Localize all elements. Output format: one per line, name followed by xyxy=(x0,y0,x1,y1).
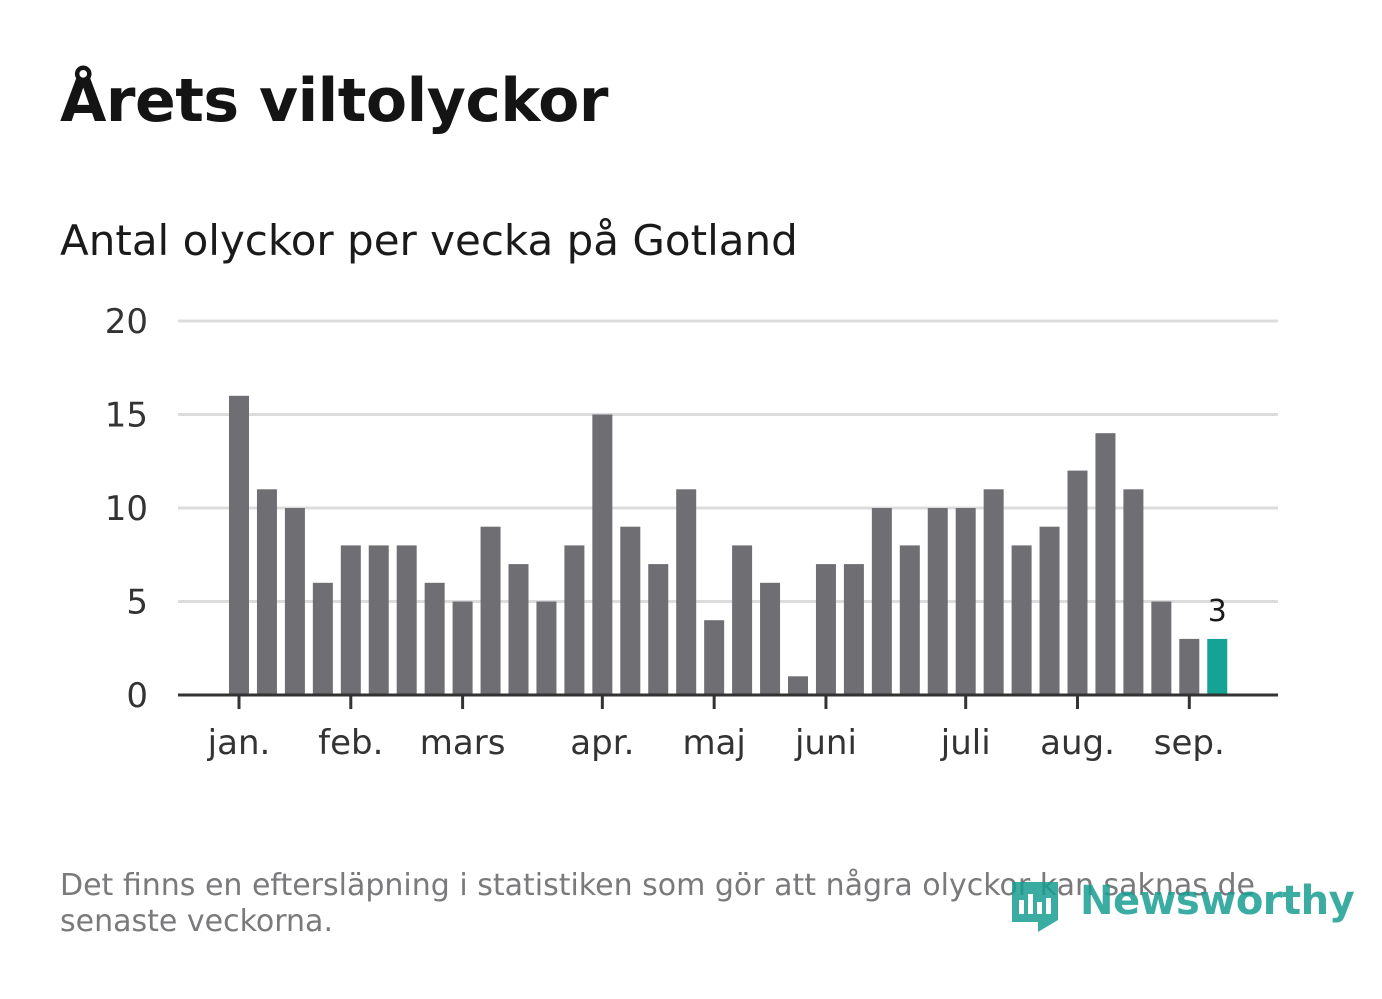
x-axis: jan. feb. mars apr. maj juni juli aug. sep. xyxy=(178,693,1278,763)
bar xyxy=(1039,526,1060,695)
x-tick-label: mars xyxy=(420,723,506,763)
bar xyxy=(508,564,529,695)
x-tick-label: juni xyxy=(794,723,857,763)
x-tick-label: juli xyxy=(940,723,991,763)
bar xyxy=(1067,470,1088,695)
x-tick-label: aug. xyxy=(1040,723,1115,763)
bar xyxy=(1011,545,1032,695)
data-label: 3 xyxy=(1208,594,1227,629)
logo-text: Newsworthy xyxy=(1080,878,1355,924)
x-tick-label: feb. xyxy=(318,723,383,763)
x-tick-label: maj xyxy=(682,723,745,763)
bar xyxy=(648,564,669,695)
bar xyxy=(1123,489,1144,695)
bar xyxy=(927,508,948,695)
x-tick-label: jan. xyxy=(207,723,271,763)
x-tick-label: apr. xyxy=(570,723,634,763)
chart-subtitle: Antal olyckor per vecka på Gotland xyxy=(60,216,798,265)
y-tick-label: 20 xyxy=(105,302,148,342)
bar xyxy=(732,545,753,695)
bars xyxy=(229,395,1228,695)
bar xyxy=(788,676,808,695)
bar xyxy=(620,526,641,695)
bar xyxy=(229,395,249,695)
bar xyxy=(312,582,333,695)
bar xyxy=(256,489,277,695)
y-tick-label: 5 xyxy=(126,583,148,623)
y-axis-ticks: 0 5 10 15 20 xyxy=(105,302,148,716)
bar-highlighted xyxy=(1207,638,1228,695)
bar xyxy=(843,564,864,695)
y-tick-label: 10 xyxy=(105,489,148,529)
bar xyxy=(955,508,976,695)
newsworthy-logo-icon xyxy=(1012,882,1058,932)
bar xyxy=(396,545,417,695)
bar xyxy=(1095,433,1116,695)
bar xyxy=(284,508,305,695)
bar xyxy=(899,545,920,695)
data-labels: 3 xyxy=(1208,594,1227,629)
bar xyxy=(424,582,445,695)
bar xyxy=(983,489,1004,695)
chart-title: Årets viltolyckor xyxy=(60,66,609,136)
bar xyxy=(564,545,585,695)
bar xyxy=(452,601,473,695)
y-tick-label: 15 xyxy=(105,396,148,436)
bar xyxy=(704,620,725,695)
bar xyxy=(536,601,557,695)
y-tick-label: 0 xyxy=(126,676,148,716)
bar xyxy=(340,545,361,695)
bar xyxy=(676,489,697,695)
bar xyxy=(480,526,501,695)
bar xyxy=(760,582,781,695)
bar xyxy=(1151,601,1172,695)
bar-chart: 0 5 10 15 20 jan. feb. mars apr. maj juni juli aug.… xyxy=(105,302,1278,763)
bar xyxy=(871,508,892,695)
newsworthy-logo: Newsworthy xyxy=(1008,872,1355,942)
bar xyxy=(1179,638,1200,695)
bar xyxy=(592,414,613,695)
bar xyxy=(368,545,389,695)
x-tick-label: sep. xyxy=(1154,723,1225,763)
bar xyxy=(815,564,836,695)
gridlines xyxy=(178,319,1278,603)
